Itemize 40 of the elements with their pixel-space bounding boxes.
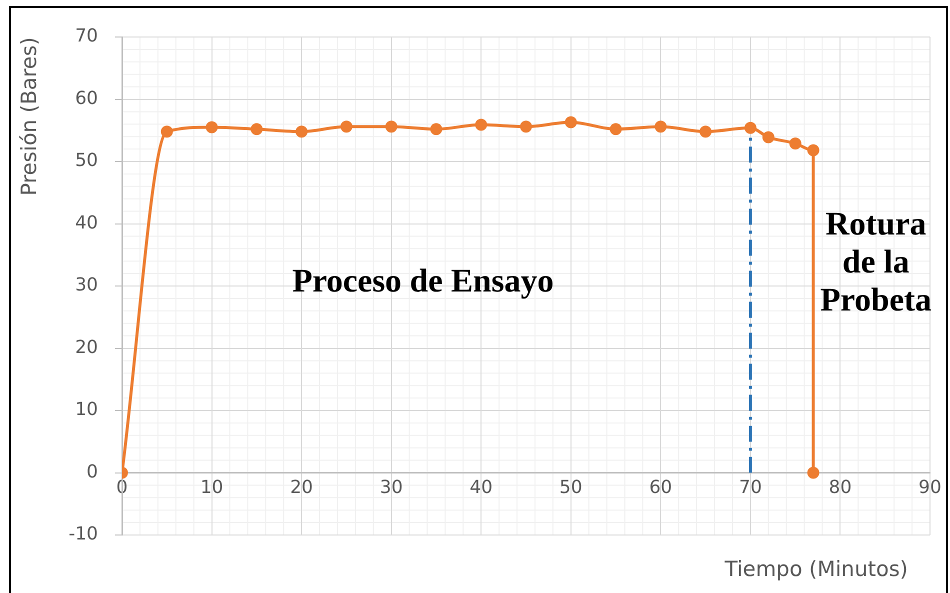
x-tick-label: 60 xyxy=(649,477,672,498)
x-tick-label: 50 xyxy=(559,477,582,498)
point xyxy=(610,123,622,136)
x-tick-label: 70 xyxy=(738,477,762,498)
y-tick-label: 10 xyxy=(75,399,98,420)
x-tick-label: 10 xyxy=(200,477,224,498)
point xyxy=(744,122,756,134)
point xyxy=(160,126,173,138)
point xyxy=(430,123,442,136)
y-tick-label: 20 xyxy=(75,336,98,358)
x-tick-label: 80 xyxy=(828,477,852,498)
x-tick-label: 90 xyxy=(918,477,942,498)
x-axis-title: Tiempo (Minutos) xyxy=(724,556,908,581)
x-tick-label: 20 xyxy=(290,477,314,498)
point xyxy=(807,144,820,156)
point xyxy=(789,137,802,150)
x-tick-label: 40 xyxy=(470,477,493,498)
point xyxy=(340,120,352,133)
point xyxy=(807,466,820,479)
y-tick-label: 60 xyxy=(75,88,98,109)
y-tick-label: 50 xyxy=(75,150,98,172)
point xyxy=(206,121,218,134)
point xyxy=(564,116,577,128)
annotation: Proceso de Ensayo xyxy=(292,264,554,300)
point xyxy=(700,126,712,138)
point xyxy=(385,120,398,133)
y-axis-title: Presión (Bares) xyxy=(17,37,42,196)
point xyxy=(762,131,774,144)
point xyxy=(475,118,488,131)
point xyxy=(520,120,532,133)
point xyxy=(296,126,308,138)
x-tick-label: 30 xyxy=(380,477,403,498)
y-tick-label: 0 xyxy=(86,461,98,482)
y-tick-label: 70 xyxy=(75,26,98,47)
y-tick-label: 40 xyxy=(75,212,98,234)
point xyxy=(250,123,263,136)
annotation: Rotura de la Probeta xyxy=(820,206,932,319)
point xyxy=(654,120,667,133)
y-tick-label: -10 xyxy=(68,524,98,545)
y-tick-label: 30 xyxy=(75,274,98,296)
